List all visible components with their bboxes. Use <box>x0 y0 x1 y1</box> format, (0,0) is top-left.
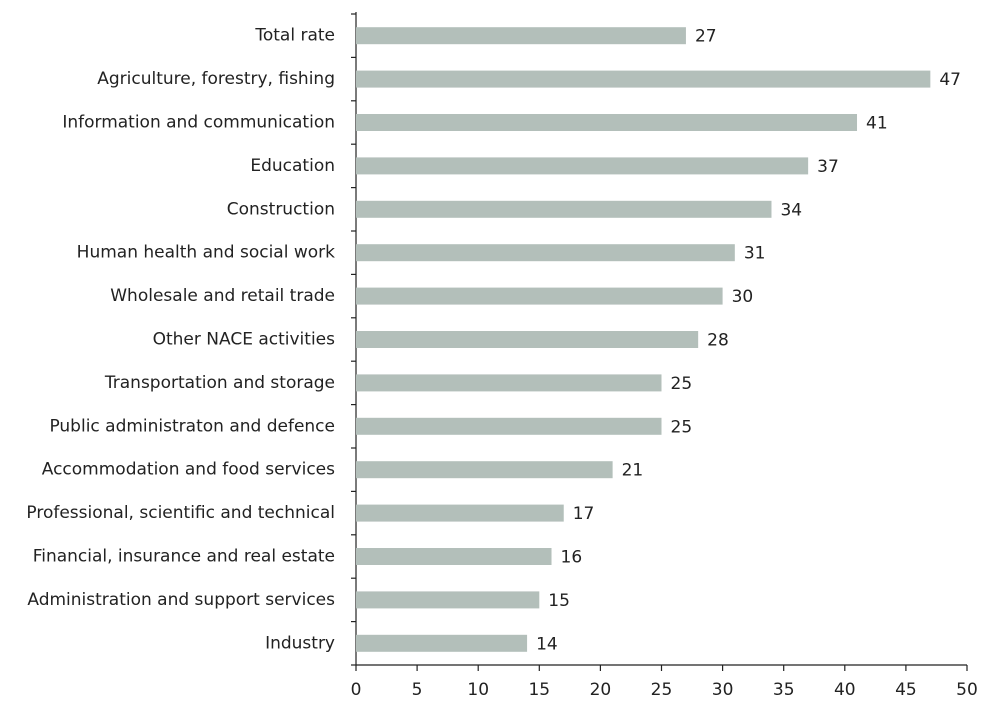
bar <box>356 114 858 131</box>
x-tick-label: 30 <box>712 680 734 700</box>
bar <box>356 331 699 348</box>
bar <box>356 287 723 305</box>
bar <box>356 548 552 565</box>
x-tick-label: 10 <box>467 680 489 700</box>
x-tick-label: 15 <box>528 680 550 700</box>
value-label: 15 <box>548 591 570 611</box>
y-tick-label: Administration and support services <box>27 590 335 610</box>
bar <box>356 70 931 88</box>
x-tick-label: 40 <box>834 680 856 700</box>
y-tick-label: Professional, scientific and technical <box>26 503 335 523</box>
value-label: 28 <box>707 331 729 351</box>
value-label: 21 <box>622 461 644 481</box>
value-label: 16 <box>561 548 583 568</box>
x-tick-label: 20 <box>590 680 612 700</box>
x-tick-label: 45 <box>895 680 917 700</box>
x-tick-label: 35 <box>773 680 795 700</box>
y-tick-label: Other NACE activities <box>153 330 336 350</box>
bar <box>356 634 528 652</box>
bar <box>356 200 772 218</box>
x-tick-label: 5 <box>412 680 423 700</box>
x-tick-label: 50 <box>956 680 978 700</box>
value-label: 17 <box>573 504 595 524</box>
y-tick-label: Wholesale and retail trade <box>110 286 335 306</box>
value-label: 37 <box>817 157 839 177</box>
y-tick-label: Industry <box>265 633 335 653</box>
value-label: 41 <box>866 114 888 134</box>
bar <box>356 244 735 262</box>
bar <box>356 374 662 392</box>
bar <box>356 591 540 609</box>
value-label: 27 <box>695 27 717 47</box>
bar <box>356 157 809 175</box>
x-tick-label: 25 <box>651 680 673 700</box>
bar <box>356 27 686 45</box>
value-label: 31 <box>744 244 766 264</box>
value-label: 47 <box>939 70 961 90</box>
x-tick-label: 0 <box>351 680 362 700</box>
y-tick-label: Construction <box>227 199 335 219</box>
y-tick-label: Information and communication <box>62 113 335 133</box>
value-label: 25 <box>671 417 693 437</box>
value-label: 34 <box>780 200 802 220</box>
value-label: 14 <box>536 634 558 654</box>
y-tick-label: Public administraton and defence <box>49 416 335 436</box>
y-tick-label: Education <box>250 156 335 176</box>
y-tick-label: Transportation and storage <box>104 373 335 393</box>
y-tick-label: Financial, insurance and real estate <box>33 547 335 567</box>
y-tick-label: Total rate <box>254 26 335 46</box>
y-tick-label: Accommodation and food services <box>42 460 335 480</box>
y-tick-label: Agriculture, forestry, fishing <box>97 69 335 89</box>
bar <box>356 417 662 435</box>
bar <box>356 504 564 522</box>
value-label: 25 <box>671 374 693 394</box>
y-tick-label: Human health and social work <box>77 243 335 263</box>
value-label: 30 <box>732 287 754 307</box>
bar <box>356 461 613 479</box>
